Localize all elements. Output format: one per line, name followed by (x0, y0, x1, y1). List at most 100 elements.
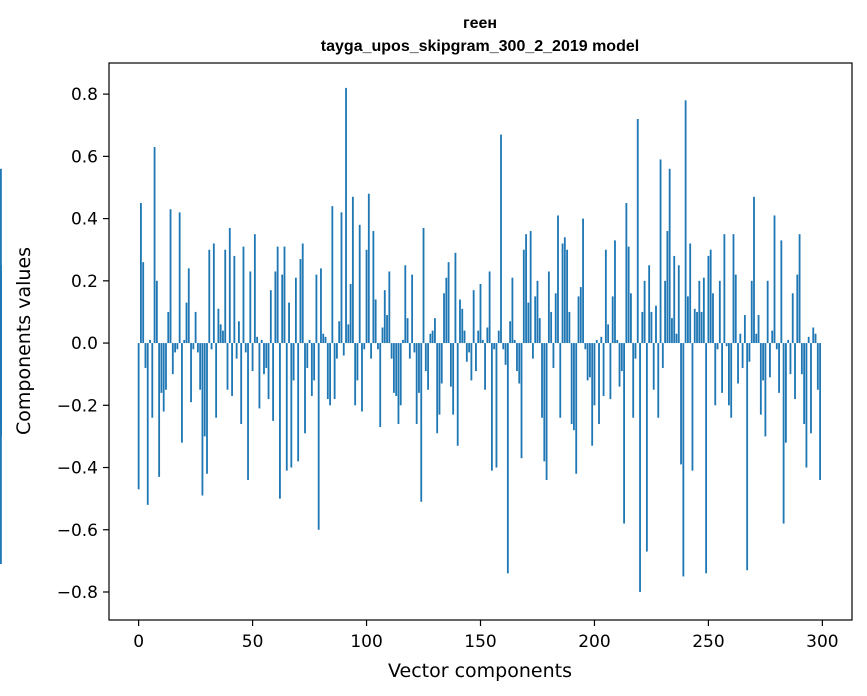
bar-274 (762, 343, 765, 381)
bar-84 (329, 343, 331, 406)
bar-74 (306, 343, 309, 368)
bar-280 (775, 343, 778, 350)
bar-16 (174, 343, 176, 353)
bar-289 (796, 274, 799, 344)
bar-93 (349, 283, 352, 344)
bar-277 (769, 343, 771, 378)
x-tick-label: 0 (133, 632, 144, 652)
bar-227 (655, 305, 657, 344)
x-tick-label: 100 (350, 632, 382, 652)
bar-115 (399, 343, 402, 406)
bar-27 (199, 343, 202, 390)
chart-title: геен (463, 15, 497, 32)
bar-245 (696, 311, 698, 344)
bar-258 (725, 343, 728, 347)
bar-64 (283, 246, 286, 344)
bar-71 (299, 259, 302, 344)
bar-8 (155, 280, 158, 344)
bar-14 (169, 209, 172, 344)
bar-165 (513, 339, 516, 344)
bar-204 (602, 343, 605, 396)
y-tick-label: −0.8 (57, 583, 98, 603)
bar-15 (171, 343, 174, 375)
bar-4 (146, 343, 149, 505)
bar-214 (625, 203, 628, 344)
bar-82 (324, 336, 327, 344)
bar-252 (712, 293, 714, 344)
chart-subtitle: tayga_upos_skipgram_300_2_2019 model (321, 38, 639, 55)
bar-2 (142, 262, 145, 344)
bar-220 (639, 343, 641, 592)
bar-5 (149, 339, 151, 344)
bar-98 (361, 343, 363, 412)
bar-239 (682, 343, 685, 577)
bar-257 (723, 234, 726, 344)
bar-46 (242, 246, 245, 344)
bar-256 (721, 343, 723, 393)
bar-232 (666, 231, 669, 344)
bar-34 (215, 343, 218, 418)
bar-199 (591, 343, 594, 446)
bar-45 (240, 343, 243, 424)
bar-24 (192, 343, 195, 350)
bar-65 (285, 343, 288, 471)
bar-184 (557, 215, 559, 344)
bar-283 (782, 343, 785, 524)
bar-281 (778, 343, 780, 393)
bar-261 (732, 234, 735, 344)
bar-91 (345, 87, 347, 344)
bar-29 (203, 343, 206, 437)
bar-39 (226, 343, 229, 390)
bar-174 (534, 296, 537, 344)
bar-275 (764, 343, 767, 437)
bar-241 (686, 296, 689, 344)
bar-182 (552, 343, 555, 368)
bar-254 (716, 343, 719, 350)
bar-128 (429, 333, 432, 344)
bar-284 (784, 343, 787, 443)
bar-217 (632, 343, 635, 418)
bar-1 (140, 203, 142, 344)
bar-265 (741, 343, 744, 368)
bar-238 (680, 343, 682, 465)
bar-37 (222, 330, 224, 344)
bar-99 (363, 343, 366, 350)
bar-247 (700, 311, 703, 344)
bar-21 (185, 302, 188, 344)
bar-237 (677, 265, 680, 344)
plot-area-frame (108, 62, 853, 621)
bar-162 (506, 343, 509, 574)
bar-107 (381, 327, 384, 344)
bar-138 (452, 343, 455, 415)
bar-79 (317, 343, 320, 530)
bar-160 (502, 343, 505, 350)
bar-177 (541, 343, 543, 418)
bar-194 (579, 287, 582, 344)
bar-92 (347, 324, 350, 344)
bar-101 (367, 193, 370, 344)
bar-undefined (0, 277, 2, 344)
bar-116 (402, 339, 404, 344)
bar-40 (228, 227, 231, 344)
bar-54 (260, 339, 263, 344)
bar-12 (165, 343, 167, 390)
bar-undefined (0, 168, 2, 344)
bar-105 (377, 343, 379, 350)
bar-153 (486, 327, 489, 344)
bar-151 (481, 339, 484, 344)
bar-139 (454, 252, 457, 344)
bar-126 (424, 343, 427, 372)
bar-47 (244, 343, 247, 353)
bar-255 (718, 280, 721, 344)
y-axis-ticks: 0.8 0.6 0.4 0.2 0.0 −0.2 −0.4 −0.6 −0.8 (57, 85, 109, 603)
bar-135 (445, 277, 448, 344)
bar-226 (652, 343, 655, 390)
bar-298 (816, 343, 819, 390)
bar-104 (374, 299, 377, 344)
bar-212 (620, 343, 623, 372)
bar-121 (413, 343, 416, 353)
bar-49 (249, 271, 252, 344)
bar-63 (281, 274, 284, 344)
bar-183 (554, 293, 557, 344)
bar-137 (449, 343, 452, 387)
